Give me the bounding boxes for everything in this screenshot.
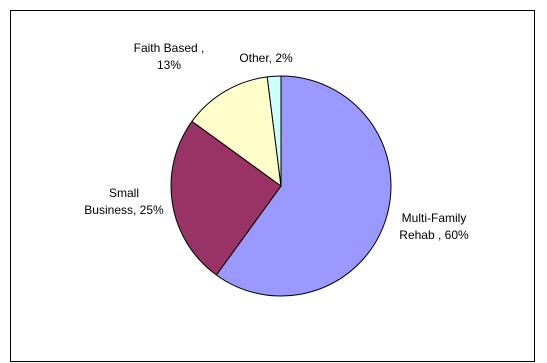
pie-slice-multi-family-rehab — [215, 75, 392, 297]
chart-frame: Multi-Family Rehab , 60% Small Business, 25… — [10, 10, 535, 362]
pie-slice-other — [266, 75, 282, 187]
pie-slice-faith-based — [191, 76, 282, 188]
data-label-small-business: Small Business, 25% — [84, 186, 164, 217]
pie-slice-small-business — [170, 120, 282, 276]
data-label-faith-based: Faith Based , 13% — [134, 41, 205, 72]
data-label-multi-family-rehab: Multi-Family Rehab , 60% — [399, 211, 469, 242]
pie-chart: Multi-Family Rehab , 60% Small Business, 25… — [84, 41, 469, 297]
data-label-other: Other, 2% — [239, 51, 293, 65]
